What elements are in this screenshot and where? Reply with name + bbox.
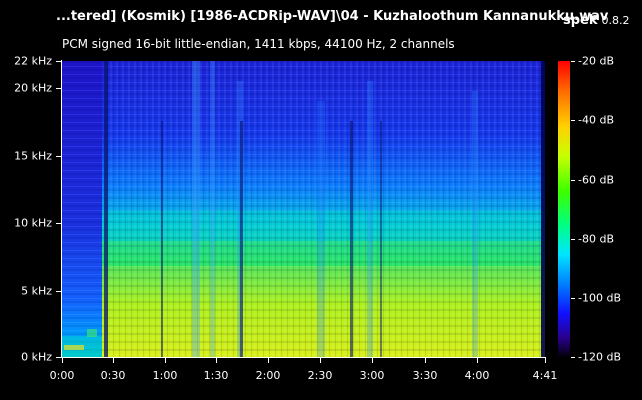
x-tick-label: 0:30 [100, 369, 126, 382]
file-title: ...tered] (Kosmik) [1986-ACDRip-WAV]\04 … [56, 9, 609, 24]
x-tick [165, 358, 166, 363]
audio-info: PCM signed 16-bit little-endian, 1411 kb… [62, 37, 455, 51]
app-brand: spek 0.8.2 [563, 9, 630, 28]
x-tick-label: 0:00 [49, 369, 75, 382]
colorbar-tick [571, 298, 575, 299]
x-tick [545, 358, 546, 363]
colorbar-tick [571, 180, 575, 181]
x-tick [425, 358, 426, 363]
plot-bottom-axis [61, 357, 546, 358]
colorbar-label: -20 dB [578, 54, 614, 68]
x-tick-label: 1:30 [203, 369, 229, 382]
colorbar-tick [571, 61, 575, 62]
colorbar-label: -40 dB [578, 113, 614, 127]
x-tick [113, 358, 114, 363]
y-tick [56, 156, 61, 157]
colorbar-tick [571, 120, 575, 121]
app-version: 0.8.2 [601, 14, 630, 27]
colorbar-label: -120 dB [578, 350, 621, 364]
x-tick-label: 1:00 [152, 369, 178, 382]
x-tick [268, 358, 269, 363]
x-tick-label: 4:41 [532, 369, 558, 382]
y-tick [56, 88, 61, 89]
colorbar-label: -80 dB [578, 232, 614, 246]
app-name: spek [563, 13, 598, 28]
x-tick [216, 358, 217, 363]
x-tick-label: 2:00 [255, 369, 281, 382]
y-tick-label: 5 kHz [21, 284, 52, 298]
y-tick [56, 291, 61, 292]
x-tick-label: 2:30 [307, 369, 333, 382]
spectrogram [62, 61, 545, 358]
y-tick-label: 15 kHz [14, 149, 52, 163]
x-tick [372, 358, 373, 363]
x-tick-label: 3:30 [412, 369, 438, 382]
colorbar-label: -100 dB [578, 291, 621, 305]
y-tick-label: 0 kHz [21, 350, 52, 364]
x-tick [62, 358, 63, 363]
x-tick [477, 358, 478, 363]
y-tick [56, 61, 61, 62]
colorbar-tick [571, 357, 575, 358]
colorbar-label: -60 dB [578, 173, 614, 187]
x-tick-label: 4:00 [464, 369, 490, 382]
spectrogram-image [62, 61, 545, 358]
y-tick-label: 22 kHz [14, 54, 52, 68]
y-tick-label: 20 kHz [14, 81, 52, 95]
colorbar [558, 61, 570, 358]
y-tick-label: 10 kHz [14, 216, 52, 230]
x-tick [320, 358, 321, 363]
x-tick-label: 3:00 [359, 369, 385, 382]
y-tick [56, 223, 61, 224]
colorbar-tick [571, 239, 575, 240]
plot-left-axis [61, 60, 62, 358]
y-tick [56, 357, 61, 358]
